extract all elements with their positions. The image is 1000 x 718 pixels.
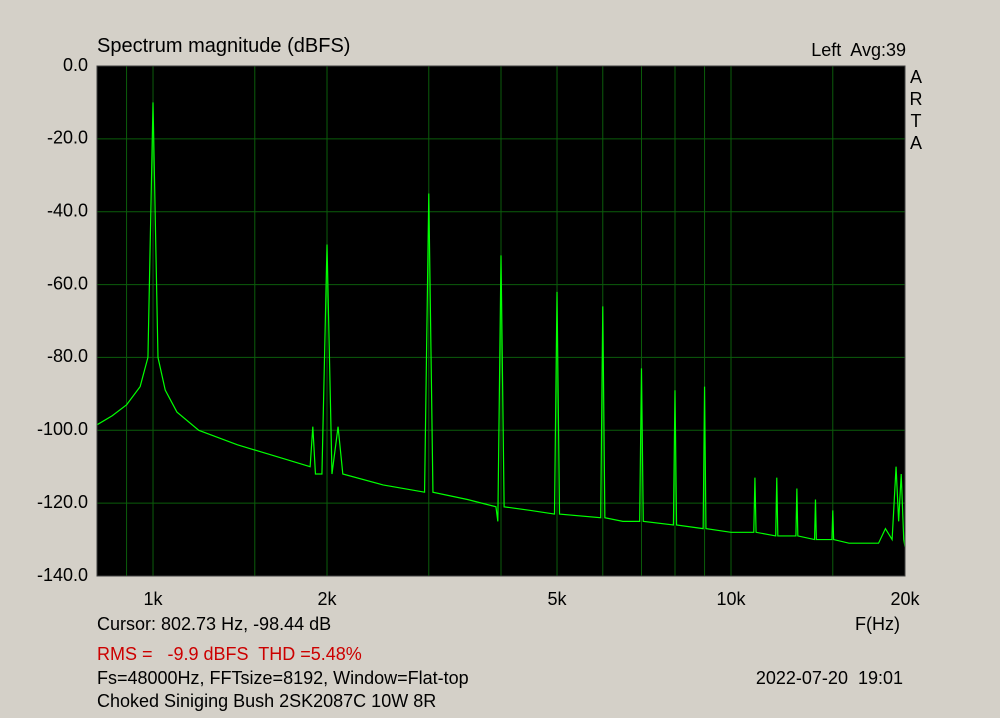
x-tick-label: 2k — [317, 589, 337, 609]
x-tick-label: 20k — [890, 589, 920, 609]
side-label: A — [910, 67, 922, 87]
y-tick-label: -40.0 — [47, 200, 88, 220]
side-label: R — [910, 89, 923, 109]
y-tick-label: -140.0 — [37, 565, 88, 585]
y-tick-label: -100.0 — [37, 419, 88, 439]
rms-text: RMS = -9.9 dBFS THD =5.48% — [97, 644, 362, 664]
spectrum-line — [96, 102, 906, 547]
plot-border — [96, 65, 906, 577]
chart-title: Spectrum magnitude (dBFS) — [97, 35, 351, 57]
x-tick-label: 1k — [144, 589, 164, 609]
y-tick-label: -20.0 — [47, 128, 88, 148]
channel-label: Left Avg:39 — [811, 40, 906, 60]
x-axis-label: F(Hz) — [855, 614, 900, 634]
side-label: A — [910, 133, 922, 153]
y-tick-label: -80.0 — [47, 346, 88, 366]
y-tick-label: -120.0 — [37, 492, 88, 512]
caption: Choked Siniging Bush 2SK2087C 10W 8R — [97, 691, 437, 711]
cursor-text: Cursor: 802.73 Hz, -98.44 dB — [97, 614, 332, 634]
x-tick-label: 10k — [716, 589, 746, 609]
y-tick-label: 0.0 — [63, 55, 88, 75]
date-text: 2022-07-20 19:01 — [755, 668, 903, 688]
y-tick-label: -60.0 — [47, 273, 88, 293]
side-label: T — [911, 111, 922, 131]
x-tick-label: 5k — [548, 589, 568, 609]
settings-text: Fs=48000Hz, FFTsize=8192, Window=Flat-to… — [97, 668, 469, 688]
